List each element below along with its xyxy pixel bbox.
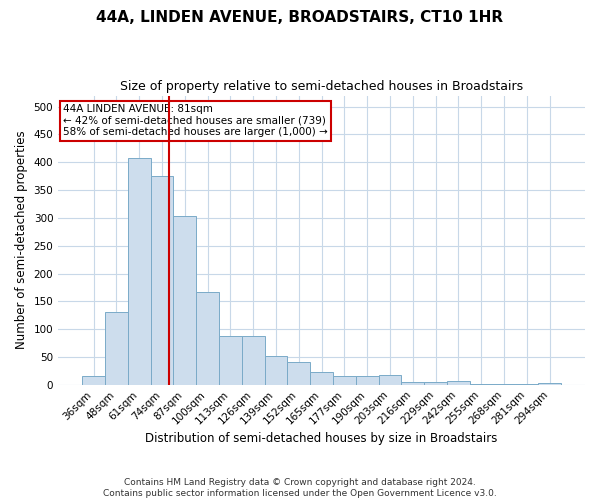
Bar — [128, 158, 151, 384]
Bar — [82, 376, 105, 384]
Bar — [379, 374, 401, 384]
Y-axis label: Number of semi-detached properties: Number of semi-detached properties — [15, 131, 28, 350]
Bar — [105, 312, 128, 384]
Text: 44A LINDEN AVENUE: 81sqm
← 42% of semi-detached houses are smaller (739)
58% of : 44A LINDEN AVENUE: 81sqm ← 42% of semi-d… — [64, 104, 328, 138]
Bar — [265, 356, 287, 384]
Bar — [447, 381, 470, 384]
Bar — [538, 383, 561, 384]
Bar — [151, 176, 173, 384]
Text: Contains HM Land Registry data © Crown copyright and database right 2024.
Contai: Contains HM Land Registry data © Crown c… — [103, 478, 497, 498]
Bar — [333, 376, 356, 384]
Title: Size of property relative to semi-detached houses in Broadstairs: Size of property relative to semi-detach… — [120, 80, 523, 93]
X-axis label: Distribution of semi-detached houses by size in Broadstairs: Distribution of semi-detached houses by … — [145, 432, 498, 445]
Bar — [242, 336, 265, 384]
Bar — [287, 362, 310, 384]
Bar — [173, 216, 196, 384]
Bar — [219, 336, 242, 384]
Bar — [401, 382, 424, 384]
Bar — [424, 382, 447, 384]
Bar — [310, 372, 333, 384]
Bar — [196, 292, 219, 384]
Bar — [356, 376, 379, 384]
Text: 44A, LINDEN AVENUE, BROADSTAIRS, CT10 1HR: 44A, LINDEN AVENUE, BROADSTAIRS, CT10 1H… — [97, 10, 503, 25]
